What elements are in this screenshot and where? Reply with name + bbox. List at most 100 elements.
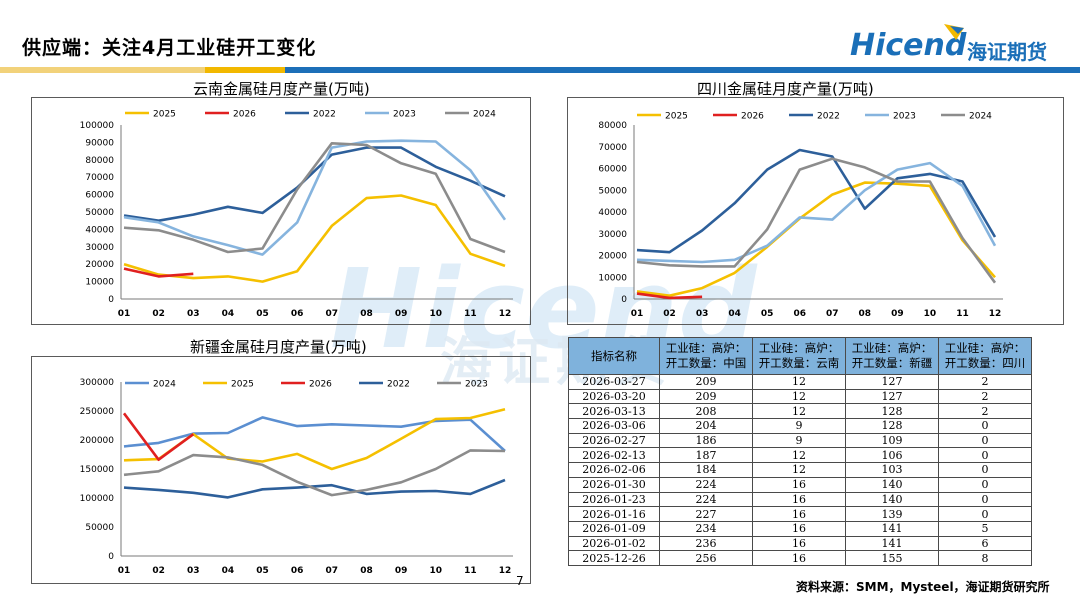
- table-cell: 127: [845, 374, 939, 390]
- legend-label: 2024: [473, 110, 496, 120]
- legend-label: 2023: [393, 110, 416, 120]
- y-tick-label: 50000: [85, 523, 114, 533]
- chart-title-xinjiang: 新疆金属硅月度产量(万吨): [190, 338, 367, 356]
- y-tick-label: 90000: [85, 138, 114, 148]
- table-cell: 2: [938, 374, 1032, 390]
- table-row: 2026-03-06 204 9 128 0: [568, 418, 1032, 434]
- series-line-2026: [636, 292, 703, 300]
- series-line-2025: [123, 194, 506, 283]
- table-cell: 16: [752, 476, 846, 493]
- legend-label: 2023: [465, 380, 488, 390]
- table-header-cell: 工业硅：高炉： 开工数量：云南: [752, 337, 846, 375]
- table-cell: 2026-01-02: [568, 535, 660, 552]
- table-cell: 127: [845, 388, 939, 405]
- table-cell: 2026-02-27: [568, 432, 660, 449]
- y-tick-label: 300000: [80, 378, 115, 388]
- table-cell: 128: [845, 418, 939, 434]
- series-line-2024: [123, 416, 506, 452]
- x-tick-label: 01: [118, 309, 131, 319]
- table-cell: 227: [659, 506, 753, 522]
- table-cell: 12: [752, 447, 846, 464]
- table-cell: 0: [938, 462, 1032, 478]
- table-cell: 9: [752, 418, 846, 434]
- table-row: 2026-01-23 224 16 140 0: [568, 491, 1032, 508]
- table-cell: 184: [659, 462, 753, 478]
- y-tick-label: 30000: [85, 243, 114, 253]
- x-tick-label: 02: [152, 309, 165, 319]
- table-cell: 12: [752, 374, 846, 390]
- series-line-2023: [636, 161, 997, 264]
- table-cell: 9: [752, 432, 846, 449]
- table-cell: 2026-01-09: [568, 520, 660, 537]
- table-cell: 2026-01-16: [568, 506, 660, 522]
- x-tick-label: 06: [291, 566, 304, 576]
- x-tick-label: 05: [256, 566, 269, 576]
- furnace-table: 指标名称 工业硅：高炉： 开工数量：中国 工业硅：高炉： 开工数量：云南 工业硅：高…: [568, 337, 1032, 566]
- table-cell: 16: [752, 520, 846, 537]
- table-cell: 236: [659, 535, 753, 552]
- x-tick-label: 04: [222, 309, 235, 319]
- y-tick-label: 200000: [80, 436, 115, 446]
- y-tick-label: 100000: [80, 494, 115, 504]
- source-note: 资料来源：SMM，Mysteel，海证期货研究所: [796, 580, 1050, 594]
- series-line-2024: [123, 142, 506, 254]
- x-tick-label: 06: [291, 309, 304, 319]
- table-cell: 106: [845, 447, 939, 464]
- x-tick-label: 01: [118, 566, 131, 576]
- y-tick-label: 30000: [598, 230, 627, 240]
- series-line-2023: [123, 449, 506, 497]
- x-tick-label: 12: [499, 309, 512, 319]
- legend-label: 2025: [231, 380, 254, 390]
- table-cell: 140: [845, 476, 939, 493]
- x-tick-label: 04: [728, 309, 741, 319]
- chart-yunnan: 0 10000 20000 30000 40000 50000 60000 70000 8000…: [80, 110, 513, 319]
- legend-label: 2025: [153, 110, 176, 120]
- table-cell: 140: [845, 491, 939, 508]
- y-tick-label: 20000: [598, 252, 627, 262]
- table-cell: 16: [752, 506, 846, 522]
- table-cell: 2026-03-13: [568, 403, 660, 420]
- x-tick-label: 02: [663, 309, 676, 319]
- x-tick-label: 09: [395, 309, 408, 319]
- x-tick-label: 03: [187, 566, 200, 576]
- legend-label: 2024: [969, 112, 992, 122]
- table-cell: 224: [659, 476, 753, 493]
- table-cell: 2026-01-30: [568, 476, 660, 493]
- table-header-row: 指标名称 工业硅：高炉： 开工数量：中国 工业硅：高炉： 开工数量：云南 工业硅：高…: [568, 337, 1032, 375]
- x-tick-label: 10: [924, 309, 937, 319]
- table-row: 2026-01-02 236 16 141 6: [568, 535, 1032, 552]
- x-tick-label: 04: [222, 566, 235, 576]
- table-cell: 2: [938, 388, 1032, 405]
- chart-sichuan: 0 10000 20000 30000 40000 50000 60000 70000 8000…: [598, 112, 1003, 319]
- table-cell: 256: [659, 550, 753, 566]
- table-header-cell: 工业硅：高炉： 开工数量：中国: [659, 337, 753, 375]
- legend-label: 2022: [313, 110, 336, 120]
- x-tick-label: 03: [696, 309, 709, 319]
- table-cell: 0: [938, 447, 1032, 464]
- series-line-2022: [636, 148, 997, 254]
- table-cell: 12: [752, 388, 846, 405]
- table-cell: 12: [752, 462, 846, 478]
- table-row: 2026-02-06 184 12 103 0: [568, 462, 1032, 478]
- table-cell: 204: [659, 418, 753, 434]
- table-cell: 2025-12-26: [568, 550, 660, 566]
- table-cell: 12: [752, 403, 846, 420]
- table-cell: 109: [845, 432, 939, 449]
- y-tick-label: 40000: [85, 225, 114, 235]
- x-tick-label: 11: [464, 309, 477, 319]
- table-row: 2026-03-20 209 12 127 2: [568, 388, 1032, 405]
- brand-logo: Hicend 海证期货: [850, 24, 1060, 68]
- y-tick-label: 20000: [85, 260, 114, 270]
- y-tick-label: 50000: [598, 186, 627, 196]
- table-cell: 2026-03-06: [568, 418, 660, 434]
- table-cell: 187: [659, 447, 753, 464]
- table-row: 2026-01-09 234 16 141 5: [568, 520, 1032, 537]
- table-cell: 5: [938, 520, 1032, 537]
- x-tick-label: 07: [326, 566, 339, 576]
- table-cell: 128: [845, 403, 939, 420]
- y-tick-label: 80000: [598, 121, 627, 131]
- y-tick-label: 70000: [598, 143, 627, 153]
- table-cell: 155: [845, 550, 939, 566]
- table-cell: 103: [845, 462, 939, 478]
- table-cell: 0: [938, 432, 1032, 449]
